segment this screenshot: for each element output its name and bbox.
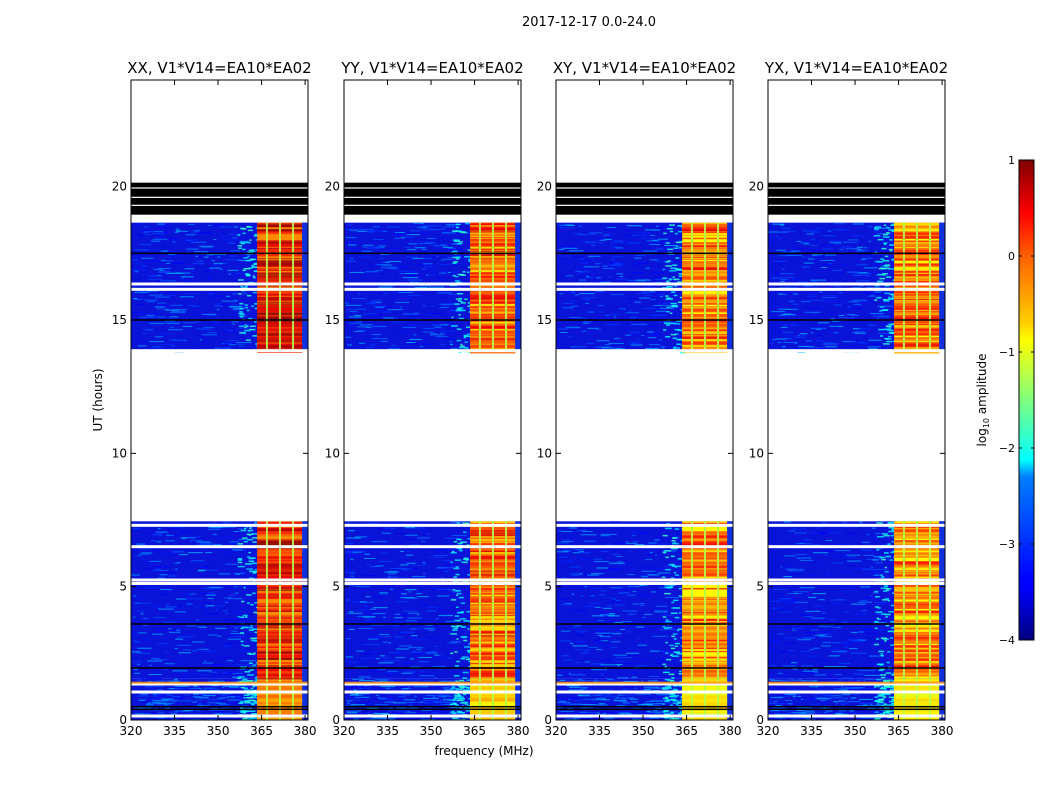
panel-title: XX, V1*V14=EA10*EA02: [127, 59, 311, 77]
y-tick-label: 15: [537, 313, 552, 327]
x-tick-label: 320: [333, 724, 356, 738]
panel-title: XY, V1*V14=EA10*EA02: [553, 59, 736, 77]
colorbar-tick-label: −3: [999, 538, 1015, 551]
y-tick-label: 10: [537, 446, 552, 460]
x-tick-label: 380: [507, 724, 530, 738]
colorbar-ticks: 1 0 −1 −2 −3 −4: [999, 154, 1034, 647]
x-tick-label: 350: [844, 724, 867, 738]
x-tick-label: 350: [420, 724, 443, 738]
panel: XY, V1*V14=EA10*EA02 320 335 350 365 380 0 5 10 1…: [537, 59, 742, 738]
panel-frame: [555, 79, 734, 721]
x-tick-label: 320: [757, 724, 780, 738]
y-tick-label: 0: [756, 713, 764, 727]
y-tick-label: 20: [749, 180, 764, 194]
x-tick-label: 335: [588, 724, 611, 738]
colorbar-tick-label: −2: [999, 442, 1015, 455]
panel-frame: [343, 79, 522, 721]
y-tick-label: 10: [112, 446, 127, 460]
y-axis-label: UT (hours): [91, 368, 105, 431]
colorbar-tick-label: 0: [1008, 250, 1015, 263]
x-tick-label: 365: [250, 724, 273, 738]
panel-heatmap: [344, 182, 521, 720]
y-tick-label: 15: [749, 313, 764, 327]
y-tick-label: 10: [325, 446, 340, 460]
y-tick-label: 5: [756, 580, 764, 594]
figure-suptitle: 2017-12-17 0.0-24.0: [522, 15, 656, 30]
x-tick-label: 320: [545, 724, 568, 738]
x-tick-label: 380: [931, 724, 954, 738]
x-tick-label: 365: [463, 724, 486, 738]
y-tick-label: 0: [119, 713, 127, 727]
x-tick-label: 380: [294, 724, 317, 738]
y-tick-label: 15: [112, 313, 127, 327]
x-tick-label: 365: [675, 724, 698, 738]
x-tick-label: 350: [207, 724, 230, 738]
y-tick-label: 20: [537, 180, 552, 194]
y-tick-label: 15: [325, 313, 340, 327]
x-tick-label: 335: [800, 724, 823, 738]
x-tick-label: 380: [719, 724, 742, 738]
y-tick-label: 5: [544, 580, 552, 594]
x-tick-label: 335: [376, 724, 399, 738]
panel-frame: [130, 79, 309, 721]
x-tick-label: 320: [120, 724, 143, 738]
x-tick-label: 365: [887, 724, 910, 738]
panel-heatmap: [131, 182, 308, 720]
panel-frame: [767, 79, 946, 721]
panel-heatmap: [556, 182, 733, 720]
panel-title: YY, V1*V14=EA10*EA02: [340, 59, 523, 77]
panels: XX, V1*V14=EA10*EA02 320 335 350 365 380 0 5 10 1…: [112, 59, 954, 738]
y-tick-label: 20: [325, 180, 340, 194]
x-tick-label: 335: [163, 724, 186, 738]
colorbar: 1 0 −1 −2 −3 −4 log10 amplitude: [975, 154, 1035, 647]
colorbar-tick-label: −1: [999, 346, 1015, 359]
panel: XX, V1*V14=EA10*EA02 320 335 350 365 380 0 5 10 1…: [112, 59, 317, 738]
panel-heatmap: [768, 182, 945, 720]
colorbar-gradient: [1018, 159, 1035, 641]
y-tick-label: 0: [544, 713, 552, 727]
panel: YX, V1*V14=EA10*EA02 320 335 350 365 380 0 5 10 1…: [749, 59, 954, 738]
x-axis-label: frequency (MHz): [434, 744, 533, 758]
panel: YY, V1*V14=EA10*EA02 320 335 350 365 380 0 5 10 1…: [325, 59, 530, 738]
x-tick-label: 350: [632, 724, 655, 738]
y-tick-label: 20: [112, 180, 127, 194]
y-tick-label: 10: [749, 446, 764, 460]
y-tick-label: 0: [332, 713, 340, 727]
colorbar-tick-label: 1: [1008, 154, 1015, 167]
colorbar-tick-label: −4: [999, 634, 1015, 647]
y-tick-label: 5: [332, 580, 340, 594]
panel-title: YX, V1*V14=EA10*EA02: [764, 59, 948, 77]
y-tick-label: 5: [119, 580, 127, 594]
colorbar-label: log10 amplitude: [975, 354, 991, 447]
